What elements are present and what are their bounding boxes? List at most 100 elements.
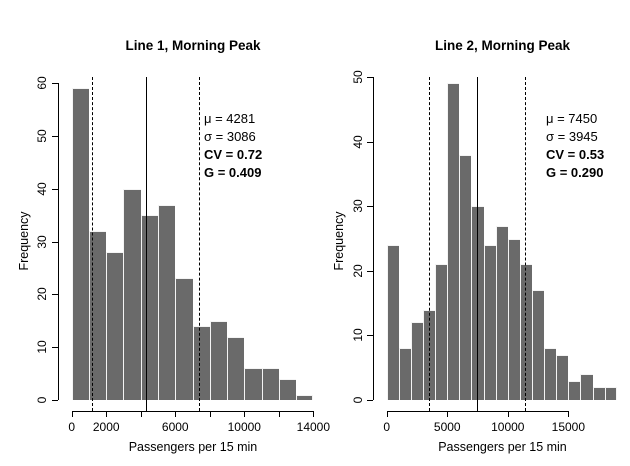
y-tick-line2	[367, 335, 373, 337]
mean-plus-sd-line-line1	[198, 77, 200, 411]
stats-line-line1: G = 0.409	[204, 165, 262, 180]
y-tick-line1	[52, 188, 58, 190]
histogram-bar-line2	[386, 244, 399, 400]
stats-line-line2: μ = 7450	[546, 111, 598, 126]
x-tick-line2	[568, 411, 570, 417]
histogram-bar-line2	[410, 322, 424, 400]
histogram-bar-line1	[296, 394, 314, 400]
histogram-bar-line2	[507, 238, 520, 400]
histogram-bar-line2	[435, 264, 448, 400]
stats-annotation-line2: μ = 7450 σ = 3945 CV = 0.53 G = 0.290	[546, 110, 630, 182]
y-tick-line2	[367, 206, 373, 208]
mean-line-line1	[145, 77, 147, 411]
y-tick-label-line1: 60	[35, 76, 49, 90]
y-tick-label-line1: 10	[35, 340, 49, 354]
x-tick-label-line1: 2000	[92, 420, 120, 434]
histogram-bar-line1	[209, 320, 228, 400]
histogram-bar-line2	[556, 354, 569, 400]
x-tick-label-line1: 10000	[227, 420, 261, 434]
y-tick-label-line1: 50	[35, 129, 49, 143]
x-tick-line2	[386, 411, 388, 417]
stats-line-line2: CV = 0.53	[546, 147, 605, 162]
y-tick-label-line1: 0	[35, 396, 49, 404]
histogram-bar-line2	[544, 348, 557, 400]
x-tick-label-line2: 0	[383, 420, 391, 434]
y-tick-line1	[52, 241, 58, 243]
histogram-bar-line2	[447, 83, 460, 400]
y-tick-line1	[52, 135, 58, 137]
x-tick-line1	[140, 411, 142, 417]
x-tick-line1	[175, 411, 177, 417]
x-tick-line1	[71, 411, 73, 417]
x-axis-label-line1: Passengers per 15 min	[128, 440, 258, 454]
x-tick-line2	[507, 411, 509, 417]
y-axis-line2	[373, 77, 374, 400]
x-tick-line1	[313, 411, 315, 417]
mean-minus-sd-line-line2	[429, 77, 431, 411]
stats-line-line1: μ = 4281	[204, 111, 256, 126]
histogram-bar-line2	[495, 225, 508, 400]
histogram-bar-line2	[519, 264, 533, 400]
y-tick-label-line1: 30	[35, 234, 49, 249]
stats-line-line2: G = 0.290	[546, 165, 604, 180]
y-tick-label-line2: 40	[351, 134, 365, 149]
histogram-bar-line1	[71, 88, 89, 400]
chart-title-line2: Line 2, Morning Peak	[434, 38, 571, 53]
stats-annotation-line1: μ = 4281 σ = 3086 CV = 0.72 G = 0.409	[204, 110, 314, 182]
y-tick-line1	[52, 83, 58, 85]
y-tick-label-line2: 10	[351, 328, 365, 343]
histogram-bar-line1	[227, 336, 245, 400]
y-tick-line1	[52, 400, 58, 401]
chart-title-line1: Line 1, Morning Peak	[125, 38, 261, 53]
y-tick-label-line2: 50	[351, 70, 365, 84]
x-axis-line2	[386, 411, 569, 412]
x-axis-label-line2: Passengers per 15 min	[438, 440, 567, 454]
histogram-bar-line2	[568, 380, 581, 400]
x-tick-label-line2: 10000	[491, 420, 525, 434]
x-tick-line1	[278, 411, 280, 417]
x-tick-label-line1: 6000	[161, 420, 189, 434]
y-tick-label-line2: 0	[351, 396, 365, 404]
x-axis-line1	[71, 411, 314, 412]
histogram-bar-line2	[604, 387, 617, 400]
x-tick-line1	[106, 411, 108, 417]
histogram-bar-line1	[261, 368, 279, 400]
mean-plus-sd-line-line2	[524, 77, 526, 411]
histogram-bar-line1	[140, 215, 158, 400]
histogram-bar-line2	[532, 290, 545, 400]
y-tick-line1	[52, 347, 58, 349]
y-tick-line2	[367, 270, 373, 272]
histogram-bar-line2	[580, 374, 593, 400]
x-tick-label-line1: 14000	[296, 420, 331, 434]
stats-line-line1: σ = 3086	[204, 129, 256, 144]
y-tick-label-line2: 30	[351, 199, 365, 213]
histogram-bar-line2	[423, 309, 436, 400]
histogram-bar-line2	[592, 387, 605, 400]
stats-line-line1: CV = 0.72	[204, 147, 263, 162]
x-tick-label-line2: 5000	[433, 420, 461, 434]
y-axis-line1	[58, 83, 59, 400]
mean-line-line2	[476, 77, 478, 411]
y-tick-label-line1: 40	[35, 181, 49, 196]
histogram-bar-line2	[459, 154, 472, 400]
y-axis-label-line2: Frequency	[332, 211, 346, 271]
histogram-bar-line1	[106, 252, 124, 400]
histogram-bar-line1	[123, 188, 141, 400]
x-tick-line1	[244, 411, 246, 417]
stats-line-line2: σ = 3945	[546, 129, 598, 144]
histogram-bar-line1	[278, 378, 297, 400]
x-tick-label-line1: 0	[68, 420, 76, 434]
y-axis-label-line1: Frequency	[17, 211, 31, 271]
x-tick-line1	[209, 411, 211, 417]
histogram-bar-line2	[483, 244, 496, 400]
y-tick-line2	[367, 400, 373, 401]
y-tick-label-line1: 20	[35, 287, 49, 302]
histogram-bar-line1	[158, 204, 176, 400]
x-tick-label-line2: 15000	[551, 420, 586, 434]
histogram-bar-line1	[244, 368, 262, 400]
mean-minus-sd-line-line1	[92, 77, 94, 411]
y-tick-line2	[367, 77, 373, 78]
x-tick-line2	[447, 411, 449, 417]
y-tick-line2	[367, 141, 373, 143]
